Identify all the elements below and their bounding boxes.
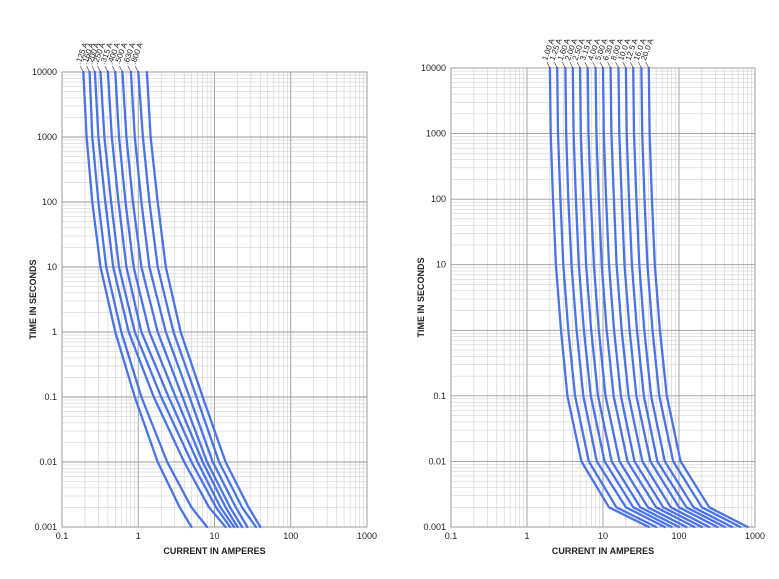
series-leader-line <box>127 65 132 73</box>
series-leader-line <box>112 65 116 73</box>
y-tick-label: 0.01 <box>39 457 57 467</box>
series-line <box>571 66 673 529</box>
y-tick-label: 10000 <box>421 63 446 73</box>
series-leader-line <box>134 65 139 73</box>
y-tick-label: 0.001 <box>34 522 57 532</box>
series-leader-line <box>607 61 611 69</box>
series-line <box>624 66 726 529</box>
y-tick-label: 0.1 <box>433 391 446 401</box>
x-tick-label: 1000 <box>745 531 765 541</box>
x-axis-title: CURRENT IN AMPERES <box>163 546 265 556</box>
series-leader-line <box>592 61 596 69</box>
series-leader-line <box>97 65 101 73</box>
chart-right-time-current: 0.1 1 10 100 1000 0.001 0.01 0.1 10 100 1000 10000 C… <box>416 37 765 556</box>
series-leader-line <box>615 61 619 69</box>
series-line <box>114 70 239 529</box>
series-line <box>556 66 658 529</box>
curves <box>82 70 262 529</box>
series-line <box>137 70 258 529</box>
series-leader-line <box>562 61 566 69</box>
x-tick-label: 10 <box>209 531 219 541</box>
series-leader-line <box>79 65 84 73</box>
y-tick-label: 1000 <box>37 132 57 142</box>
y-tick-label: 0.01 <box>428 456 446 466</box>
series-leader-line <box>119 65 123 73</box>
y-axis-title: TIME IN SECONDS <box>416 257 426 337</box>
series-line <box>121 70 244 529</box>
series-line <box>601 66 704 529</box>
x-tick-label: 100 <box>671 531 686 541</box>
series-line <box>88 70 209 529</box>
series-leader-line <box>569 61 574 69</box>
series-line <box>106 70 236 529</box>
series-line <box>640 66 742 529</box>
series-line <box>93 70 227 529</box>
series-leader-line <box>546 61 551 69</box>
series-line <box>647 66 749 529</box>
y-tick-label: 100 <box>42 197 57 207</box>
series-line <box>609 66 711 529</box>
series-leader-line <box>86 65 90 73</box>
series-line <box>82 70 193 529</box>
y-tick-label: 0.001 <box>423 522 446 532</box>
x-tick-label: 0.1 <box>445 531 458 541</box>
x-tick-label: 100 <box>283 531 298 541</box>
x-tick-label: 1 <box>524 531 529 541</box>
series-leader-line <box>638 61 642 69</box>
series-leader-line <box>553 61 558 69</box>
series-line <box>145 70 262 529</box>
series-line <box>617 66 719 529</box>
series-line <box>632 66 734 529</box>
series-leader-line <box>645 61 650 69</box>
series-line <box>99 70 232 529</box>
y-axis-title: TIME IN SECONDS <box>28 259 38 339</box>
y-tick-label: 0.1 <box>44 392 57 402</box>
grid-lines <box>450 68 755 528</box>
series-leader-line <box>599 61 604 69</box>
x-tick-label: 0.1 <box>56 531 69 541</box>
series-leader-line <box>584 61 589 69</box>
series-line <box>548 66 650 529</box>
series-leader-line <box>91 65 96 73</box>
y-tick-label: 1000 <box>426 129 446 139</box>
x-tick-label: 1 <box>136 531 141 541</box>
x-axis-title: CURRENT IN AMPERES <box>552 546 654 556</box>
series-leader-line <box>104 65 109 73</box>
series-line <box>578 66 681 529</box>
series-line <box>586 66 688 529</box>
y-tick-label: 100 <box>431 194 446 204</box>
chart-left-time-current: 0.1 1 10 100 1000 0.001 0.01 0.1 1 10 100 1000 10000… <box>28 41 377 556</box>
series-line <box>564 66 666 529</box>
series-leader-line <box>576 61 581 69</box>
series-leader-line <box>622 61 627 69</box>
series-leader-line <box>629 61 634 69</box>
series-line <box>594 66 696 529</box>
y-tick-label: 10000 <box>32 67 57 77</box>
x-tick-label: 10 <box>598 531 608 541</box>
x-tick-label: 1000 <box>357 531 377 541</box>
y-tick-label: 1 <box>52 327 57 337</box>
series-line <box>129 70 249 529</box>
y-tick-label: 10 <box>436 260 446 270</box>
curves <box>548 66 749 529</box>
y-tick-label: 10 <box>47 262 57 272</box>
